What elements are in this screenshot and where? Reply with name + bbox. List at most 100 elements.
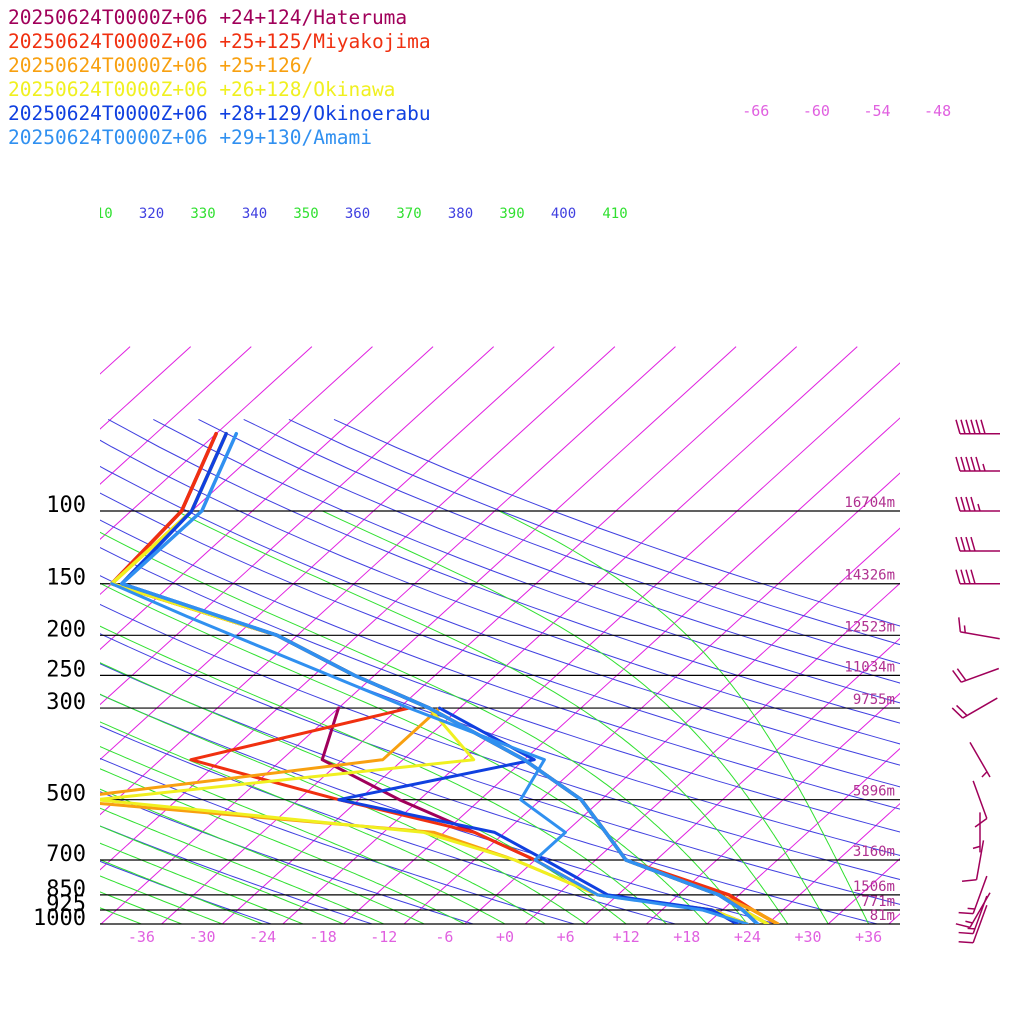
dry-adiabat-line [100, 663, 880, 924]
height-label: 3160m [853, 844, 895, 860]
wind-barb-staff [972, 904, 988, 944]
wind-barb [961, 840, 985, 882]
height-label: 14326m [844, 568, 895, 584]
temperature-axis-labels: -36 -30 -24 -18 -12 -6 +0 +6 +12 +18 +24 +30 +36 [128, 928, 882, 946]
wind-barb-flag [955, 419, 961, 434]
wind-barb-flag [960, 456, 966, 472]
isotherm-line [100, 346, 252, 485]
moist-adiabat-line [100, 859, 263, 924]
wind-barb-flag [951, 707, 964, 719]
dry-adiabat-line [243, 418, 900, 665]
pressure-label: 150 [46, 566, 86, 591]
wind-barb [955, 456, 1000, 472]
wind-barb [951, 697, 998, 719]
height-label: 5896m [853, 784, 895, 800]
wind-barb [955, 419, 1000, 435]
height-labels: 16704m 14326m 12523m 11034m 9755m 5896m 3160m 1… [844, 495, 895, 924]
temperature-tick-label: -12 [370, 928, 397, 946]
legend: 20250624T0000Z+06 +24+124/Hateruma 202506… [8, 6, 431, 149]
wind-barb-half-flag [972, 845, 981, 850]
wind-barb-staff [962, 697, 998, 719]
dry-adiabat-line [100, 603, 900, 881]
wind-barb [958, 895, 988, 935]
theta-label: 330 [190, 206, 215, 222]
wind-barb-flag [955, 496, 961, 512]
moist-adiabat-line [100, 825, 344, 924]
legend-entry: 20250624T0000Z+06 +25+126/ [8, 54, 313, 77]
isotherm-line [100, 346, 313, 540]
wind-barb-flag [952, 669, 962, 683]
wind-barb-staff [972, 780, 988, 819]
moist-adiabat-line [100, 531, 748, 924]
wind-barb-half-flag [981, 771, 988, 778]
wind-barb [955, 496, 1000, 512]
upper-isotherm-label: -66 [742, 102, 769, 120]
legend-entry: 20250624T0000Z+06 +24+124/Hateruma [8, 6, 407, 29]
pressure-label: 500 [46, 782, 86, 807]
wind-barb [958, 904, 988, 944]
wind-barb-flag [955, 456, 961, 472]
dry-adiabat-line [100, 757, 576, 924]
isobar-lines [100, 510, 900, 925]
wind-barb-staff [972, 895, 988, 934]
dry-adiabat-line [153, 418, 900, 704]
temperature-tick-label: -30 [188, 928, 215, 946]
wind-barb-flag [955, 569, 961, 584]
temperature-tick-label: -24 [249, 928, 276, 946]
wind-barb-flag [956, 668, 967, 681]
isotherm-line [767, 802, 900, 924]
wind-barb [958, 617, 1000, 640]
wind-barb-flag [970, 496, 976, 512]
wind-barb [972, 812, 981, 853]
dry-adiabat-line [100, 547, 900, 833]
wind-barb-flag [965, 456, 971, 472]
wind-barb-flag [956, 704, 968, 717]
theta-label: 400 [551, 206, 576, 222]
dry-adiabat-line [100, 825, 374, 924]
wind-barb-staff [960, 667, 1000, 683]
pressure-label: 200 [46, 617, 86, 642]
temperature-tick-label: +6 [557, 928, 575, 946]
wind-barb-flag [960, 496, 966, 512]
legend-entry: 20250624T0000Z+06 +28+129/Okinoerabu [8, 102, 431, 125]
pressure-label: 700 [46, 842, 86, 867]
temperature-tick-label: +30 [794, 928, 821, 946]
upper-isotherm-label: -48 [924, 102, 951, 120]
dry-adiabat-line [100, 725, 678, 924]
height-label: 16704m [844, 495, 895, 511]
upper-isotherm-label: -60 [803, 102, 830, 120]
theta-label: 390 [499, 206, 524, 222]
pressure-label: 1000 [33, 906, 86, 931]
wind-barb-flag [958, 617, 962, 632]
wind-barb-flag [965, 536, 971, 552]
wind-barb-flag [970, 419, 976, 434]
theta-label: 350 [293, 206, 318, 222]
theta-label: 380 [448, 206, 473, 222]
wind-barb-flag [975, 456, 981, 472]
wind-barb-flag [980, 419, 986, 434]
temperature-tick-label: +36 [855, 928, 882, 946]
wind-barb-half-flag [977, 503, 981, 512]
legend-entry: 20250624T0000Z+06 +29+130/Amami [8, 126, 372, 149]
temperature-tick-label: -18 [310, 928, 337, 946]
wind-barb-flag [975, 419, 981, 434]
wind-barb-flag [958, 931, 974, 935]
wind-barb-flag [965, 419, 971, 434]
wind-barb-flag [970, 536, 976, 552]
height-label: 1506m [853, 879, 895, 895]
wind-barb-flag [970, 456, 976, 472]
moist-adiabat-line [100, 875, 223, 924]
wind-barb-flag [965, 496, 971, 512]
legend-entry: 20250624T0000Z+06 +26+128/Okinawa [8, 78, 395, 101]
wind-barb-flag [958, 911, 974, 915]
potential-temperature-labels: 310 320 330 340 350 360 370 380 390 400 410 [100, 206, 628, 222]
wind-barb-flag [970, 569, 976, 584]
pressure-label: 300 [46, 690, 86, 715]
wind-barb-flag [955, 536, 961, 552]
wind-barb-flag [960, 419, 966, 434]
wind-barb [955, 569, 1000, 585]
isotherm-line [100, 346, 373, 596]
dry-adiabat-line [100, 492, 900, 788]
